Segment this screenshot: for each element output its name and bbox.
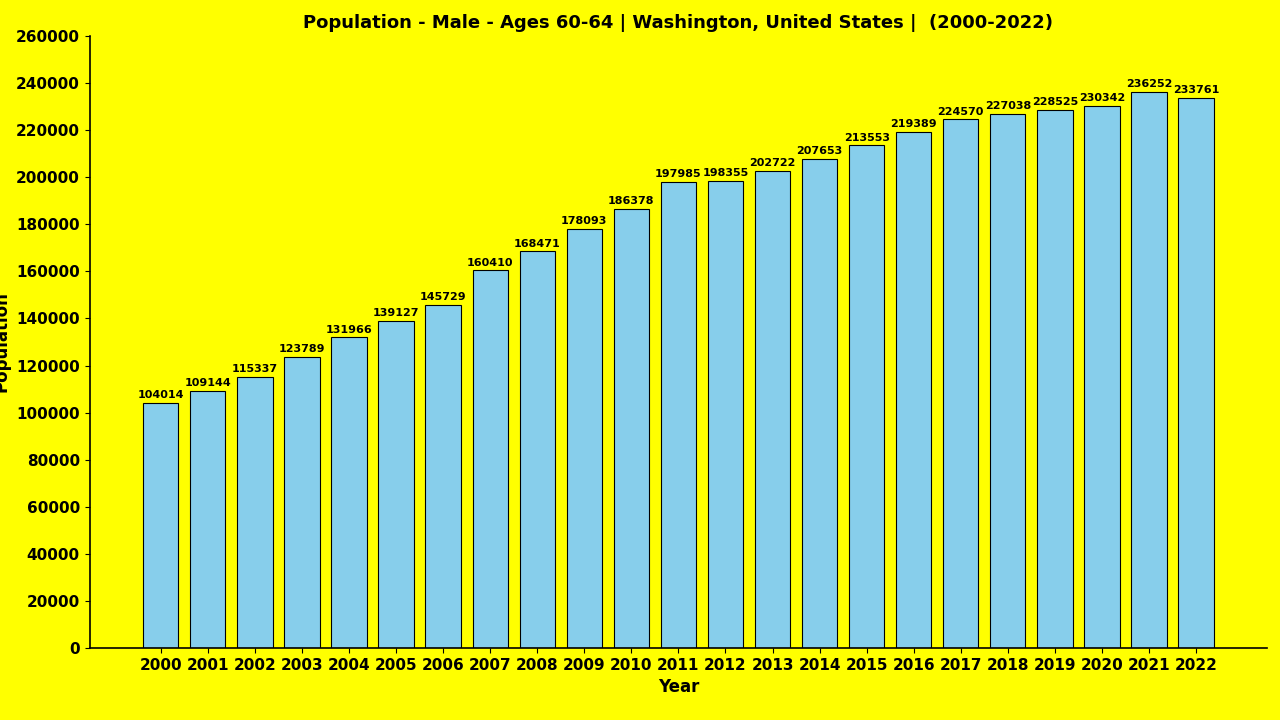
Bar [332, 338, 366, 648]
Text: 123789: 123789 [279, 343, 325, 354]
Bar [660, 182, 696, 648]
Text: 186378: 186378 [608, 197, 654, 207]
Bar [237, 377, 273, 648]
Bar [284, 356, 320, 648]
Bar [803, 159, 837, 648]
Bar [896, 132, 932, 648]
Bar [425, 305, 461, 648]
Bar [1132, 92, 1166, 648]
Bar [755, 171, 790, 648]
X-axis label: Year: Year [658, 678, 699, 696]
Bar [472, 271, 508, 648]
Text: 236252: 236252 [1126, 79, 1172, 89]
Bar [849, 145, 884, 648]
Text: 230342: 230342 [1079, 93, 1125, 103]
Text: 109144: 109144 [184, 378, 232, 388]
Bar [1037, 110, 1073, 648]
Bar [143, 403, 178, 648]
Bar [379, 320, 413, 648]
Text: 228525: 228525 [1032, 97, 1078, 107]
Text: 198355: 198355 [703, 168, 749, 179]
Text: 115337: 115337 [232, 364, 278, 374]
Text: 219389: 219389 [891, 119, 937, 129]
Text: 227038: 227038 [984, 101, 1030, 111]
Title: Population - Male - Ages 60-64 | Washington, United States |  (2000-2022): Population - Male - Ages 60-64 | Washing… [303, 14, 1053, 32]
Text: 233761: 233761 [1172, 85, 1220, 95]
Bar [1179, 98, 1213, 648]
Text: 224570: 224570 [937, 107, 984, 117]
Text: 160410: 160410 [467, 258, 513, 268]
Bar [613, 210, 649, 648]
Text: 168471: 168471 [513, 238, 561, 248]
Bar [567, 229, 602, 648]
Text: 197985: 197985 [655, 169, 701, 179]
Text: 178093: 178093 [561, 216, 608, 226]
Text: 104014: 104014 [137, 390, 184, 400]
Bar [520, 251, 554, 648]
Text: 202722: 202722 [749, 158, 796, 168]
Bar [943, 120, 978, 648]
Bar [708, 181, 744, 648]
Text: 139127: 139127 [372, 307, 420, 318]
Text: 131966: 131966 [325, 325, 372, 335]
Bar [991, 114, 1025, 648]
Text: 207653: 207653 [796, 146, 842, 156]
Y-axis label: Population: Population [0, 292, 10, 392]
Bar [191, 391, 225, 648]
Text: 145729: 145729 [420, 292, 466, 302]
Bar [1084, 106, 1120, 648]
Text: 213553: 213553 [844, 132, 890, 143]
